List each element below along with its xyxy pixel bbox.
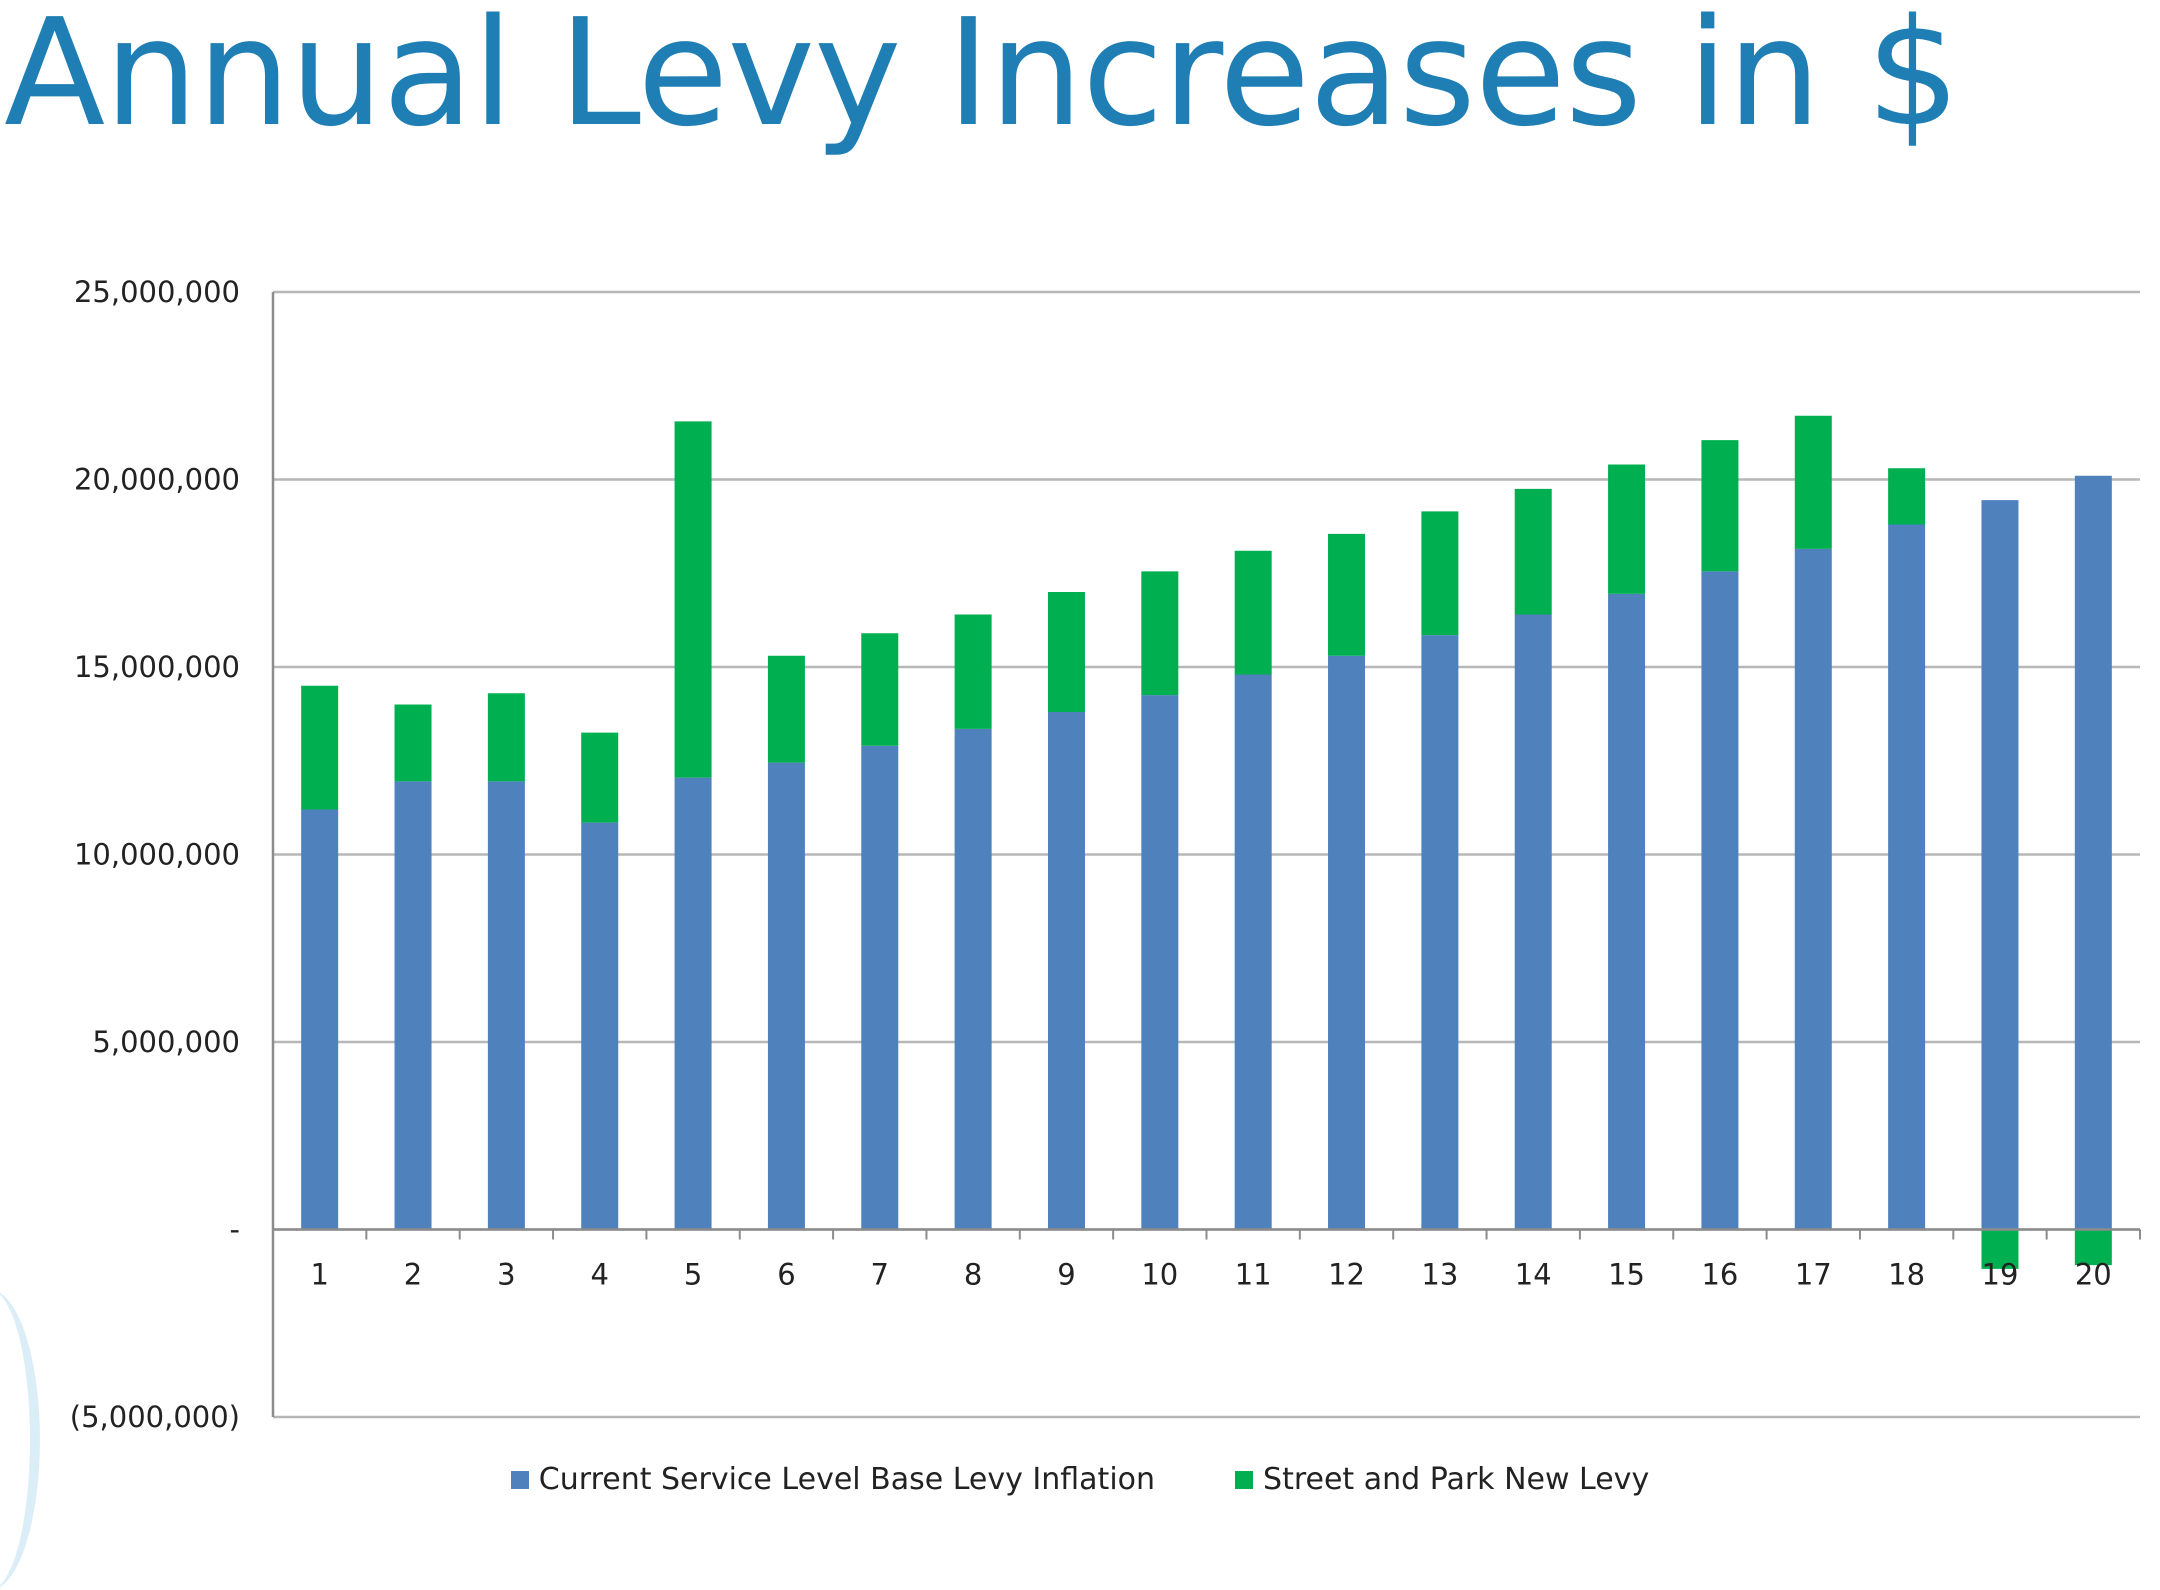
x-tick-label: 11 <box>1235 1258 1272 1292</box>
x-tick-label: 14 <box>1515 1258 1552 1292</box>
x-tick-label: 15 <box>1608 1258 1645 1292</box>
bar-base-levy-10 <box>1141 695 1179 1230</box>
bar-base-levy-3 <box>487 781 525 1230</box>
x-tick-label: 7 <box>871 1258 889 1292</box>
bar-base-levy-11 <box>1234 674 1272 1230</box>
x-tick-label: 12 <box>1328 1258 1365 1292</box>
bar-base-levy-7 <box>861 745 899 1230</box>
x-tick-label: 3 <box>497 1258 515 1292</box>
y-tick-label: 10,000,000 <box>74 838 240 872</box>
bar-street-park-1 <box>301 685 339 810</box>
bar-base-levy-18 <box>1888 524 1926 1230</box>
bar-base-levy-13 <box>1421 635 1459 1230</box>
x-tick-label: 1 <box>310 1258 328 1292</box>
y-tick-label: 5,000,000 <box>92 1025 240 1059</box>
x-tick-label: 9 <box>1057 1258 1075 1292</box>
bar-base-levy-17 <box>1794 548 1832 1230</box>
gridlines <box>273 290 2140 1419</box>
page-title: Annual Levy Increases in $ <box>4 0 1960 159</box>
bar-street-park-12 <box>1328 533 1366 656</box>
x-tick-label: 20 <box>2075 1258 2112 1292</box>
bar-base-levy-15 <box>1608 593 1646 1230</box>
y-tick-label: 15,000,000 <box>74 650 240 684</box>
bar-base-levy-20 <box>2074 475 2112 1230</box>
y-tick-label: - <box>230 1213 240 1247</box>
bar-street-park-7 <box>861 633 899 746</box>
x-axis-labels: 1 2 3 4 5 6 7 8 9 10 11 12 13 14 15 16 17 18 19 20 <box>310 1258 2111 1292</box>
bar-street-park-4 <box>581 732 619 823</box>
x-tick-label: 4 <box>590 1258 608 1292</box>
y-tick-label: (5,000,000) <box>70 1400 240 1434</box>
bar-street-park-14 <box>1514 488 1552 615</box>
bar-street-park-9 <box>1047 592 1085 712</box>
legend-label-street-park: Street and Park New Levy <box>1263 1462 1650 1497</box>
bar-base-levy-6 <box>767 762 805 1230</box>
x-tick-label: 19 <box>1982 1258 2019 1292</box>
y-axis-labels: 25,000,000 20,000,000 15,000,000 10,000,000… <box>70 275 240 1434</box>
bar-street-park-16 <box>1701 440 1739 572</box>
bar-base-levy-12 <box>1328 655 1366 1230</box>
bar-street-park-11 <box>1234 550 1272 675</box>
bar-street-park-17 <box>1794 415 1832 549</box>
bar-street-park-13 <box>1421 511 1459 636</box>
bar-base-levy-9 <box>1047 712 1085 1230</box>
legend-swatch-street-park <box>1235 1470 1254 1489</box>
bar-base-levy-4 <box>581 822 619 1230</box>
x-tick-label: 18 <box>1888 1258 1925 1292</box>
x-tick-label: 10 <box>1141 1258 1178 1292</box>
x-tick-label: 8 <box>964 1258 982 1292</box>
x-tick-label: 2 <box>404 1258 422 1292</box>
legend-item-base-levy: Current Service Level Base Levy Inflatio… <box>510 1462 1156 1497</box>
bar-street-park-2 <box>394 704 432 782</box>
bar-street-park-8 <box>954 614 992 729</box>
bars <box>301 415 2112 1269</box>
bar-base-levy-19 <box>1981 500 2019 1230</box>
x-tick-label: 13 <box>1421 1258 1458 1292</box>
bar-street-park-19 <box>1981 1229 2019 1269</box>
y-tick-label: 25,000,000 <box>74 275 240 309</box>
x-tick-label: 17 <box>1795 1258 1832 1292</box>
x-tick-label: 16 <box>1701 1258 1738 1292</box>
bar-street-park-5 <box>674 421 712 778</box>
legend: Current Service Level Base Levy Inflatio… <box>0 1462 2160 1497</box>
x-tick-label: 6 <box>777 1258 795 1292</box>
bar-base-levy-5 <box>674 777 712 1230</box>
bar-base-levy-2 <box>394 781 432 1230</box>
bar-street-park-18 <box>1888 468 1926 525</box>
bar-base-levy-16 <box>1701 571 1739 1230</box>
bar-base-levy-1 <box>301 809 339 1230</box>
bar-base-levy-14 <box>1514 614 1552 1230</box>
bar-base-levy-8 <box>954 728 992 1230</box>
bar-street-park-15 <box>1608 464 1646 594</box>
y-tick-label: 20,000,000 <box>74 463 240 497</box>
legend-item-street-park: Street and Park New Levy <box>1235 1462 1649 1497</box>
bar-chart: 25,000,00020,000,00015,000,00010,000,000… <box>70 275 2141 1434</box>
legend-swatch-base-levy <box>510 1470 529 1489</box>
bar-street-park-3 <box>487 693 525 782</box>
x-tick-label: 5 <box>684 1258 702 1292</box>
bar-street-park-6 <box>767 655 805 763</box>
legend-label-base-levy: Current Service Level Base Levy Inflatio… <box>538 1462 1156 1497</box>
axes <box>271 292 2141 1417</box>
decorative-arc <box>0 1290 40 1590</box>
bar-street-park-10 <box>1141 571 1179 696</box>
bar-street-park-20 <box>2074 1229 2112 1266</box>
